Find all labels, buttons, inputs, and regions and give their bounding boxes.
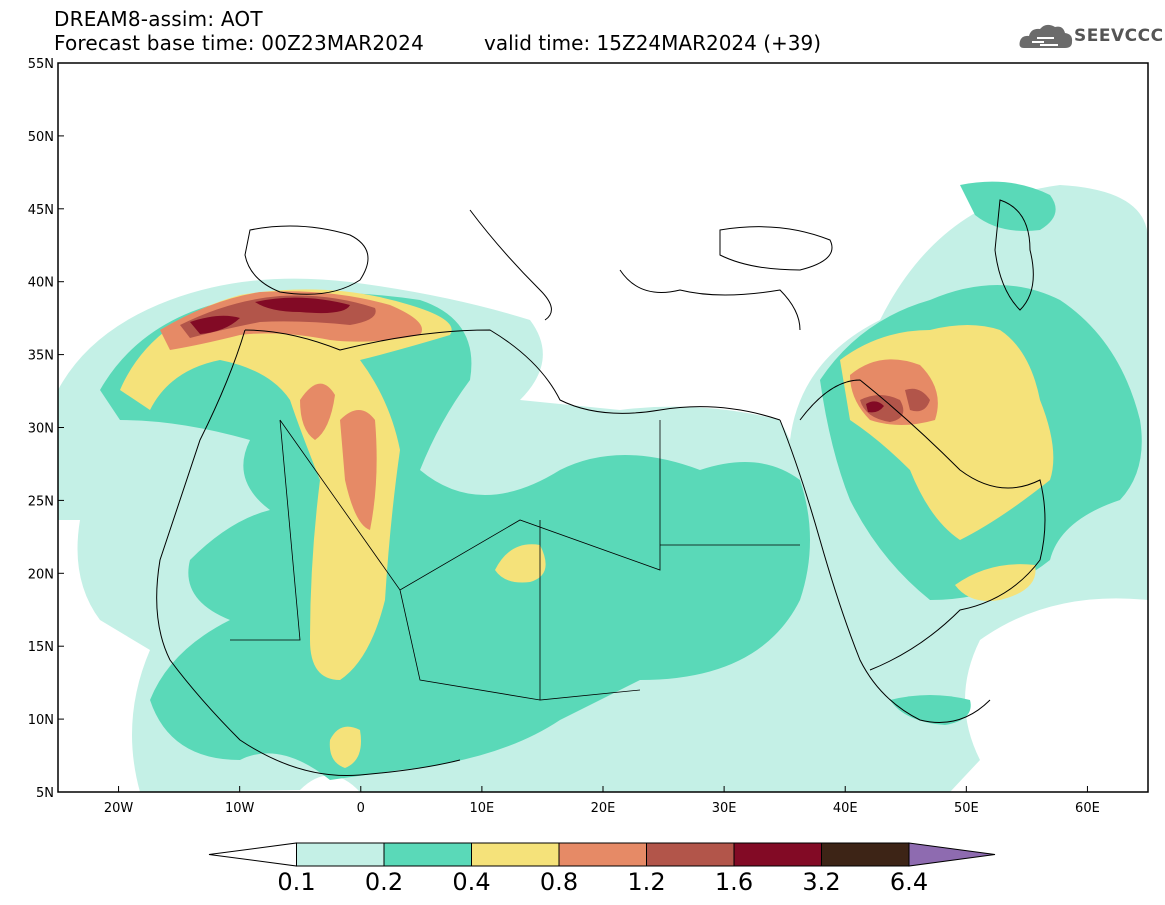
lat-label: 5N xyxy=(36,786,54,801)
coastline-caspian xyxy=(994,199,1034,311)
aot-0-2-region xyxy=(100,292,810,780)
cloud-icon xyxy=(1019,24,1073,48)
colorbar-label: 0.4 xyxy=(452,868,491,896)
lon-label: 10E xyxy=(470,801,495,816)
colorbar-box xyxy=(821,842,910,867)
lon-label: 0 xyxy=(357,801,365,816)
map-title: DREAM8-assim: AOT xyxy=(54,7,263,31)
aot-0-4-region xyxy=(120,289,452,680)
aot-field xyxy=(58,181,1148,792)
lat-label: 45N xyxy=(28,203,54,218)
lat-label: 25N xyxy=(28,494,54,509)
aot-1-6-region xyxy=(190,315,240,334)
aot-1-6-region-iraq xyxy=(866,401,884,413)
borders-africa xyxy=(230,419,800,701)
coastlines xyxy=(156,199,1046,777)
colorbar-label: 0.8 xyxy=(539,868,579,896)
aot-0-4-region-yemen xyxy=(955,564,1036,601)
lon-label: 30E xyxy=(712,801,737,816)
latitude-axis: 55N 50N 45N 40N 35N 30N 25N 20N 15N 10N 5N xyxy=(28,57,64,801)
aot-0-4-region-chad xyxy=(495,544,546,583)
coastline-arabia xyxy=(799,379,1046,671)
aot-0-4-region-ghana xyxy=(329,726,361,768)
lat-label: 15N xyxy=(28,640,54,655)
coastline-north-africa xyxy=(244,329,781,421)
colorbar xyxy=(208,842,996,867)
aot-0-2-region-horn xyxy=(890,695,971,725)
lon-label: 20W xyxy=(104,801,134,816)
coastline-black-sea xyxy=(719,226,833,271)
lat-label: 30N xyxy=(28,422,54,437)
aot-0-8-region-algeria xyxy=(300,383,335,440)
colorbar-box xyxy=(383,842,472,867)
lat-label: 35N xyxy=(28,349,54,364)
forecast-base-time: Forecast base time: 00Z23MAR2024 xyxy=(54,31,425,55)
lon-label: 20E xyxy=(591,801,616,816)
logo-text: SEEVCCC xyxy=(1074,26,1164,46)
seevccc-logo: SEEVCCC xyxy=(1018,20,1163,56)
colorbar-label: 1.2 xyxy=(627,868,666,896)
coastline-europe xyxy=(244,225,369,295)
lat-label: 50N xyxy=(28,130,54,145)
coastline-greece-turkey xyxy=(619,269,801,331)
colorbar-box xyxy=(733,842,822,867)
longitude-axis: 20W 10W 0 10E 20E 30E 40E 50E 60E xyxy=(104,786,1100,816)
lon-label: 60E xyxy=(1075,801,1100,816)
aot-1-6-region-spain xyxy=(255,297,350,314)
lat-label: 55N xyxy=(28,57,54,72)
valid-time: valid time: 15Z24MAR2024 (+39) xyxy=(484,31,822,55)
colorbar-box xyxy=(296,842,385,867)
colorbar-box xyxy=(558,842,647,867)
colorbar-low-triangle xyxy=(208,842,297,867)
colorbar-label: 3.2 xyxy=(802,868,841,896)
lon-label: 50E xyxy=(954,801,979,816)
lat-label: 10N xyxy=(28,713,54,728)
colorbar-box xyxy=(646,842,735,867)
aot-0-2-region-caspian xyxy=(960,181,1056,231)
lat-label: 40N xyxy=(28,276,54,291)
colorbar-box xyxy=(471,842,560,867)
colorbar-label: 0.2 xyxy=(364,868,404,896)
colorbar-label: 6.4 xyxy=(889,868,929,896)
aot-1-2-region-iran xyxy=(905,388,930,412)
aot-0-8-region-mali xyxy=(340,410,377,530)
coastline-italy xyxy=(469,209,552,321)
colorbar-label: 0.1 xyxy=(277,868,316,896)
lat-label: 20N xyxy=(28,567,54,582)
colorbar-high-triangle xyxy=(908,842,996,867)
lon-label: 10W xyxy=(225,801,255,816)
colorbar-label: 1.6 xyxy=(714,868,754,896)
coastline-west-africa xyxy=(156,329,461,777)
coastline-red-sea xyxy=(779,419,991,723)
lon-label: 40E xyxy=(833,801,858,816)
